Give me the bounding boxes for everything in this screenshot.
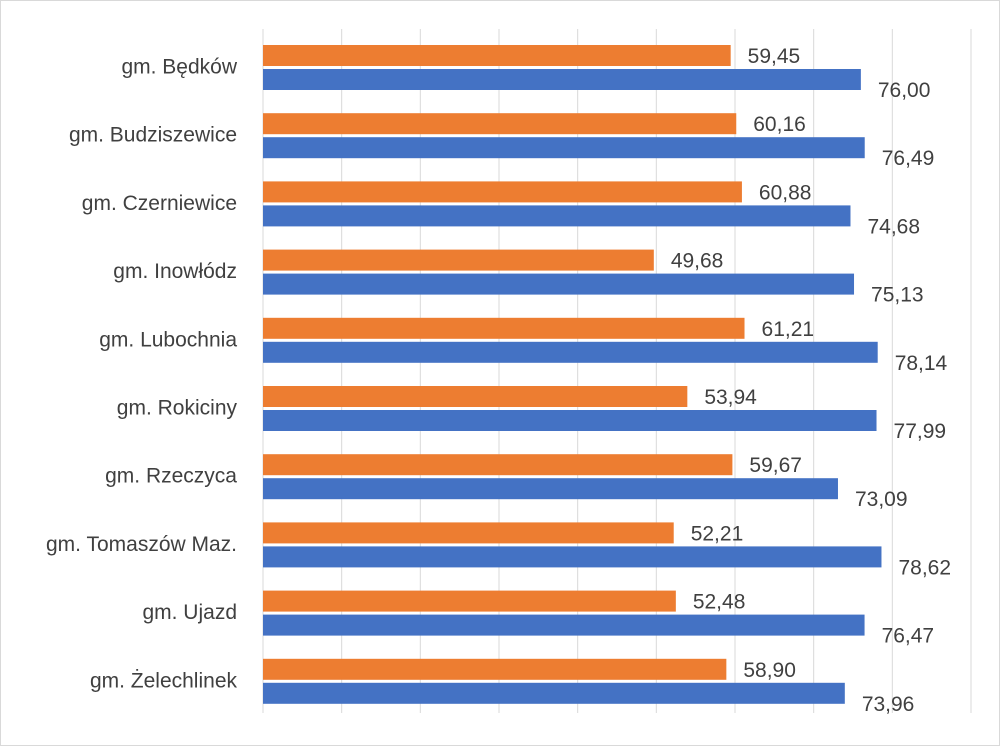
bar-blue-2 <box>263 205 851 227</box>
data-label: 60,88 <box>759 181 812 204</box>
category-label: gm. Ujazd <box>142 601 237 624</box>
data-label: 78,14 <box>895 352 948 375</box>
labels: gm. Będków 59,45 76,00 gm. Budziszewice 60,1… <box>46 45 951 716</box>
data-label: 75,13 <box>871 284 924 307</box>
bar-blue-9 <box>263 682 845 704</box>
category-label: gm. Będków <box>121 56 237 79</box>
bar-blue-0 <box>263 69 861 90</box>
data-label: 76,47 <box>882 625 935 648</box>
data-label: 73,96 <box>862 693 915 716</box>
bar-orange-2 <box>263 181 742 203</box>
category-label: gm. Budziszewice <box>69 124 237 147</box>
data-label: 59,45 <box>748 45 801 68</box>
data-label: 53,94 <box>704 386 757 409</box>
bar-blue-3 <box>263 273 855 295</box>
bar-orange-6 <box>263 454 733 476</box>
bar-blue-7 <box>263 546 882 568</box>
data-label: 76,00 <box>878 79 931 102</box>
data-label: 60,16 <box>753 113 806 136</box>
bar-blue-5 <box>263 410 877 431</box>
category-label: gm. Lubochnia <box>99 328 237 351</box>
category-label: gm. Żelechlinek <box>90 669 238 692</box>
bar-orange-1 <box>263 113 737 135</box>
data-label: 52,21 <box>691 522 744 545</box>
data-label: 78,62 <box>898 556 951 579</box>
bar-orange-7 <box>263 522 674 544</box>
bar-blue-1 <box>263 137 865 159</box>
bar-orange-3 <box>263 249 654 271</box>
data-label: 49,68 <box>671 250 724 273</box>
bar-orange-4 <box>263 317 745 339</box>
data-label: 73,09 <box>855 488 908 511</box>
category-label: gm. Tomaszów Maz. <box>46 533 237 556</box>
bar-orange-9 <box>263 658 727 680</box>
bars <box>263 45 882 704</box>
category-label: gm. Rzeczyca <box>105 465 237 488</box>
category-label: gm. Rokiciny <box>117 397 238 420</box>
bar-blue-4 <box>263 341 878 363</box>
bar-orange-0 <box>263 45 731 66</box>
bar-blue-6 <box>263 478 838 500</box>
bar-orange-5 <box>263 386 688 407</box>
data-label: 52,48 <box>693 591 746 614</box>
bar-orange-8 <box>263 590 676 612</box>
data-label: 59,67 <box>749 454 802 477</box>
data-label: 77,99 <box>894 420 947 443</box>
bar-blue-8 <box>263 614 865 636</box>
data-label: 61,21 <box>762 318 815 341</box>
category-label: gm. Inowłódz <box>113 260 237 283</box>
data-label: 76,49 <box>882 147 935 170</box>
data-label: 58,90 <box>743 659 796 682</box>
data-label: 74,68 <box>867 215 920 238</box>
category-label: gm. Czerniewice <box>82 192 237 215</box>
